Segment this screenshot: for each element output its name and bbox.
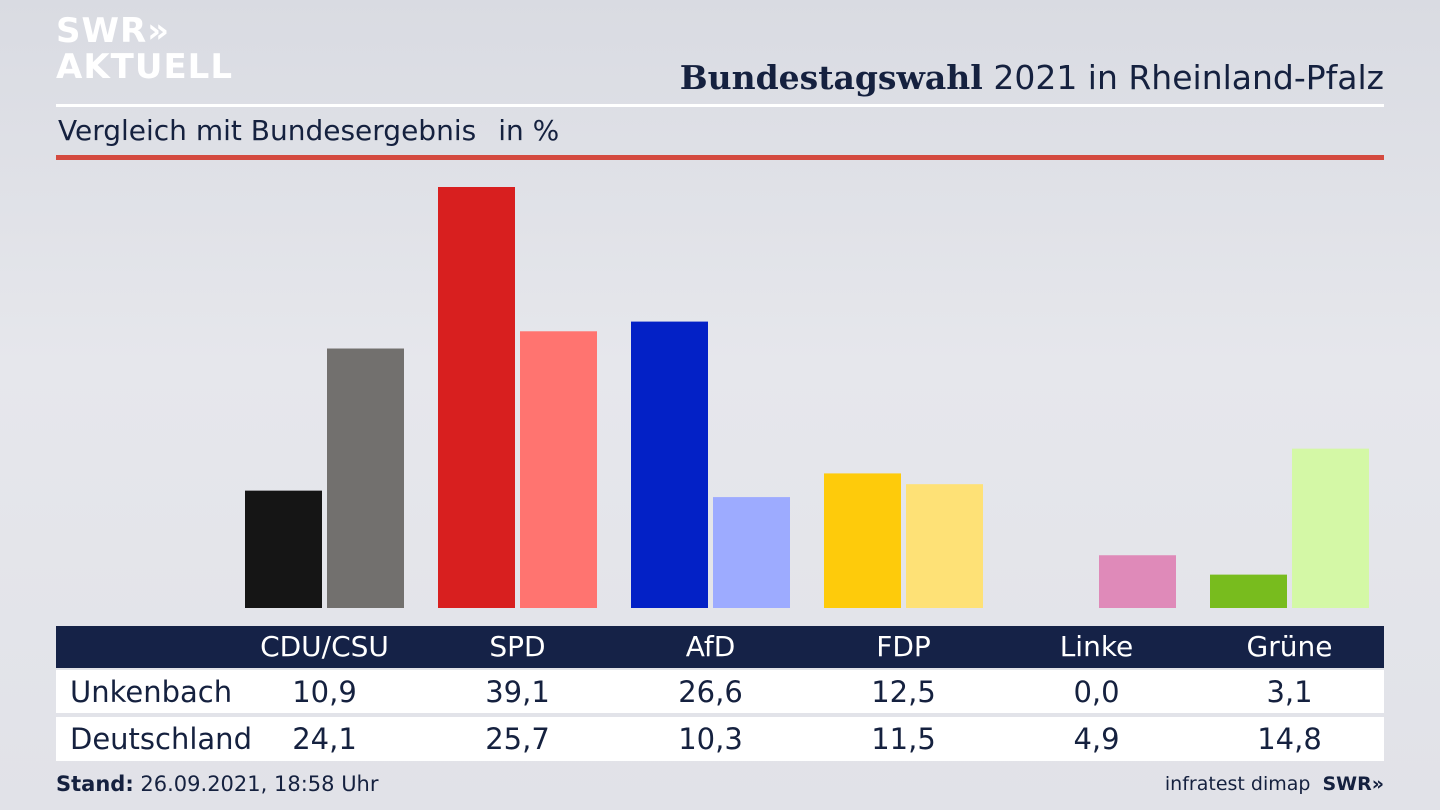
timestamp: Stand: 26.09.2021, 18:58 Uhr: [56, 772, 379, 796]
subtitle-divider: [56, 155, 1384, 160]
value-fdp-unkenbach: 12,5: [871, 675, 936, 709]
footer-swr-logo: SWR»: [1322, 773, 1384, 795]
subtitle-text: Vergleich mit Bundesergebnis: [58, 114, 477, 147]
bar-gr-ne-unkenbach: [1210, 574, 1287, 608]
bar-gr-ne-deutschland: [1292, 448, 1369, 608]
row-label-unkenbach: Unkenbach: [70, 675, 233, 709]
bar-afd-deutschland: [713, 497, 790, 608]
swr-aktuell-logo: SWR» AKTUELL: [56, 14, 233, 84]
bar-fdp-deutschland: [906, 484, 983, 608]
value-linke-deutschland: 4,9: [1073, 722, 1120, 756]
column-header-linke: Linke: [1059, 630, 1134, 663]
value-gr-ne-unkenbach: 3,1: [1266, 675, 1313, 709]
column-header-gr-ne: Grüne: [1246, 630, 1333, 663]
value-cdu-csu-unkenbach: 10,9: [292, 675, 357, 709]
chart-title: Bundestagswahl 2021 in Rheinland-Pfalz: [680, 58, 1384, 97]
value-fdp-deutschland: 11,5: [871, 722, 936, 756]
bar-spd-unkenbach: [438, 187, 515, 608]
bar-linke-deutschland: [1099, 555, 1176, 608]
column-header-afd: AfD: [685, 630, 736, 663]
logo-line-2: AKTUELL: [56, 47, 234, 87]
title-divider: [56, 104, 1384, 107]
value-spd-unkenbach: 39,1: [485, 675, 550, 709]
chart-title-bold: Bundestagswahl: [679, 58, 983, 97]
logo-line-1: SWR»: [56, 11, 171, 51]
table-header-row: CDU/CSU SPD AfD FDP Linke Grüne: [56, 626, 1384, 668]
bar-fdp-unkenbach: [824, 473, 901, 608]
value-cdu-csu-deutschland: 24,1: [292, 722, 357, 756]
bar-afd-unkenbach: [631, 321, 708, 608]
value-gr-ne-deutschland: 14,8: [1257, 722, 1322, 756]
value-afd-unkenbach: 26,6: [678, 675, 743, 709]
column-header-fdp: FDP: [876, 630, 931, 663]
chart-title-rest: 2021 in Rheinland-Pfalz: [993, 58, 1384, 97]
chart-subtitle: Vergleich mit Bundesergebnis in %: [58, 114, 559, 147]
bar-cdu-csu-unkenbach: [245, 490, 322, 608]
bar-spd-deutschland: [520, 331, 597, 608]
column-header-spd: SPD: [489, 630, 546, 663]
column-header-cdu-csu: CDU/CSU: [260, 630, 389, 663]
bar-cdu-csu-deutschland: [327, 348, 404, 608]
source-credit: infratest dimap SWR»: [1165, 773, 1384, 795]
value-linke-unkenbach: 0,0: [1073, 675, 1120, 709]
stand-label: Stand:: [56, 772, 134, 796]
table-row-unkenbach: Unkenbach 10,9 39,1 26,6 12,5 0,0 3,1: [56, 670, 1384, 713]
value-afd-deutschland: 10,3: [678, 722, 743, 756]
stand-value: 26.09.2021, 18:58 Uhr: [140, 772, 379, 796]
results-table: CDU/CSU SPD AfD FDP Linke Grüne Unkenbach 10,…: [56, 626, 1384, 761]
source-text: infratest dimap: [1164, 773, 1311, 795]
row-label-deutschland: Deutschland: [70, 722, 252, 756]
subtitle-unit: in %: [498, 114, 560, 147]
value-spd-deutschland: 25,7: [485, 722, 550, 756]
table-row-deutschland: Deutschland 24,1 25,7 10,3 11,5 4,9 14,8: [56, 717, 1384, 761]
